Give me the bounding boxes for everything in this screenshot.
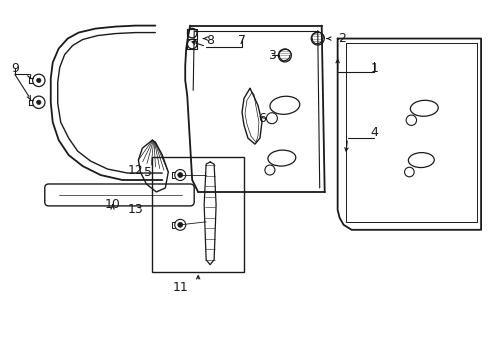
Text: 4: 4: [370, 126, 378, 139]
Text: 3: 3: [267, 49, 275, 62]
Text: 9: 9: [11, 62, 19, 75]
Text: 2: 2: [337, 32, 345, 45]
Text: 13: 13: [127, 203, 143, 216]
Bar: [152, 157, 244, 272]
Circle shape: [37, 100, 41, 104]
Text: 7: 7: [238, 34, 245, 47]
Circle shape: [178, 172, 183, 177]
Text: 11: 11: [172, 281, 188, 294]
Text: 12: 12: [127, 163, 143, 176]
Text: 1: 1: [370, 62, 378, 75]
Text: 10: 10: [104, 198, 120, 211]
Text: 8: 8: [206, 34, 214, 47]
Circle shape: [178, 222, 183, 227]
Text: 6: 6: [258, 112, 265, 125]
Text: 5: 5: [144, 166, 152, 179]
Circle shape: [37, 78, 41, 82]
